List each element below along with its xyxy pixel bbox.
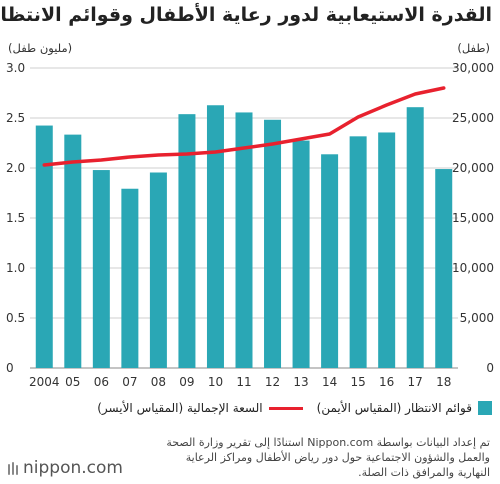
bar [378, 132, 396, 368]
x-tick-label: 10 [208, 375, 223, 389]
left-tick-label: 2.5 [6, 111, 25, 125]
legend-bar-swatch [478, 401, 492, 415]
x-tick-label: 17 [408, 375, 423, 389]
bar [235, 112, 253, 368]
x-tick-label: 12 [265, 375, 280, 389]
logo-mark-icon [8, 461, 19, 475]
right-axis-unit: (طفل) [457, 41, 490, 55]
bar [206, 105, 224, 368]
x-tick-label: 06 [94, 375, 109, 389]
legend-line-swatch [268, 406, 303, 410]
right-tick-label: 15,000 [452, 211, 494, 225]
x-tick-label: 09 [179, 375, 194, 389]
chart-plot: 0 0 0.5 5,000 1.0 10,000 1.5 15,000 2.0 20,000 2.5… [6, 61, 494, 389]
x-tick-label: 18 [436, 375, 451, 389]
legend: قوائم الانتظار (المقياس الأيمن) السعة ال… [97, 398, 492, 418]
chart-title: القدرة الاستيعابية لدور رعاية الأطفال وق… [0, 4, 492, 26]
left-tick-label: 0.5 [6, 311, 25, 325]
bar [121, 188, 139, 368]
logo-text: nippon.com [23, 458, 123, 478]
x-tick-label: 05 [65, 375, 80, 389]
axis-labels: 0 0 0.5 5,000 1.0 10,000 1.5 15,000 2.0 20,000 2.5… [6, 61, 494, 389]
left-axis-unit: (مليون طفل) [8, 41, 73, 55]
bar [64, 134, 82, 368]
right-tick-label: 10,000 [452, 261, 494, 275]
right-tick-label: 20,000 [452, 161, 494, 175]
x-tick-label: 08 [151, 375, 166, 389]
bar [92, 170, 110, 368]
legend-line-label: السعة الإجمالية (المقياس الأيسر) [97, 401, 263, 415]
right-tick-label: 5,000 [460, 311, 494, 325]
source-note: تم إعداد البيانات بواسطة Nippon.com استن… [166, 436, 490, 479]
bar [435, 169, 453, 368]
right-tick-label: 30,000 [452, 61, 494, 75]
bar [149, 172, 167, 368]
x-tick-label: 11 [236, 375, 251, 389]
bar-series [35, 105, 453, 368]
left-tick-label: 2.0 [6, 161, 25, 175]
bar [349, 136, 367, 368]
left-tick-label: 3.0 [6, 61, 25, 75]
capacity-line [42, 86, 446, 167]
x-tick-label: 07 [122, 375, 137, 389]
bar [264, 119, 282, 368]
legend-bar-label: قوائم الانتظار (المقياس الأيمن) [316, 401, 472, 415]
x-tick-label: 13 [293, 375, 308, 389]
bar [35, 125, 53, 368]
x-tick-label: 16 [379, 375, 394, 389]
x-tick-label: 14 [322, 375, 337, 389]
nippon-logo: nippon.com [8, 458, 123, 478]
line-series [42, 86, 446, 167]
bar [406, 107, 424, 368]
right-tick-label: 0 [486, 361, 494, 375]
left-tick-label: 0 [6, 361, 14, 375]
x-tick-label: 15 [350, 375, 365, 389]
left-tick-label: 1.5 [6, 211, 25, 225]
left-tick-label: 1.0 [6, 261, 25, 275]
bar [178, 114, 196, 368]
bar [321, 154, 339, 368]
right-tick-label: 25,000 [452, 111, 494, 125]
bar [292, 140, 310, 368]
x-tick-label: 2004 [29, 375, 60, 389]
